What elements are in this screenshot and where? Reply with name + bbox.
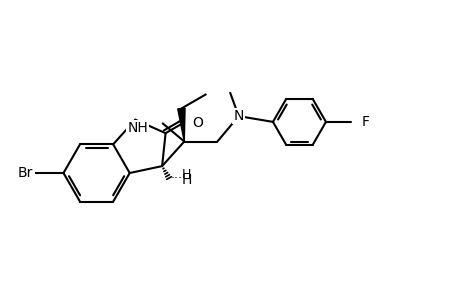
Text: NH: NH — [127, 121, 148, 135]
Text: O: O — [192, 116, 203, 130]
Text: ...H: ...H — [170, 168, 191, 182]
Text: H: H — [181, 173, 192, 188]
Text: Br: Br — [18, 166, 34, 180]
Text: F: F — [361, 115, 369, 129]
Polygon shape — [177, 108, 185, 142]
Text: N: N — [233, 109, 243, 123]
